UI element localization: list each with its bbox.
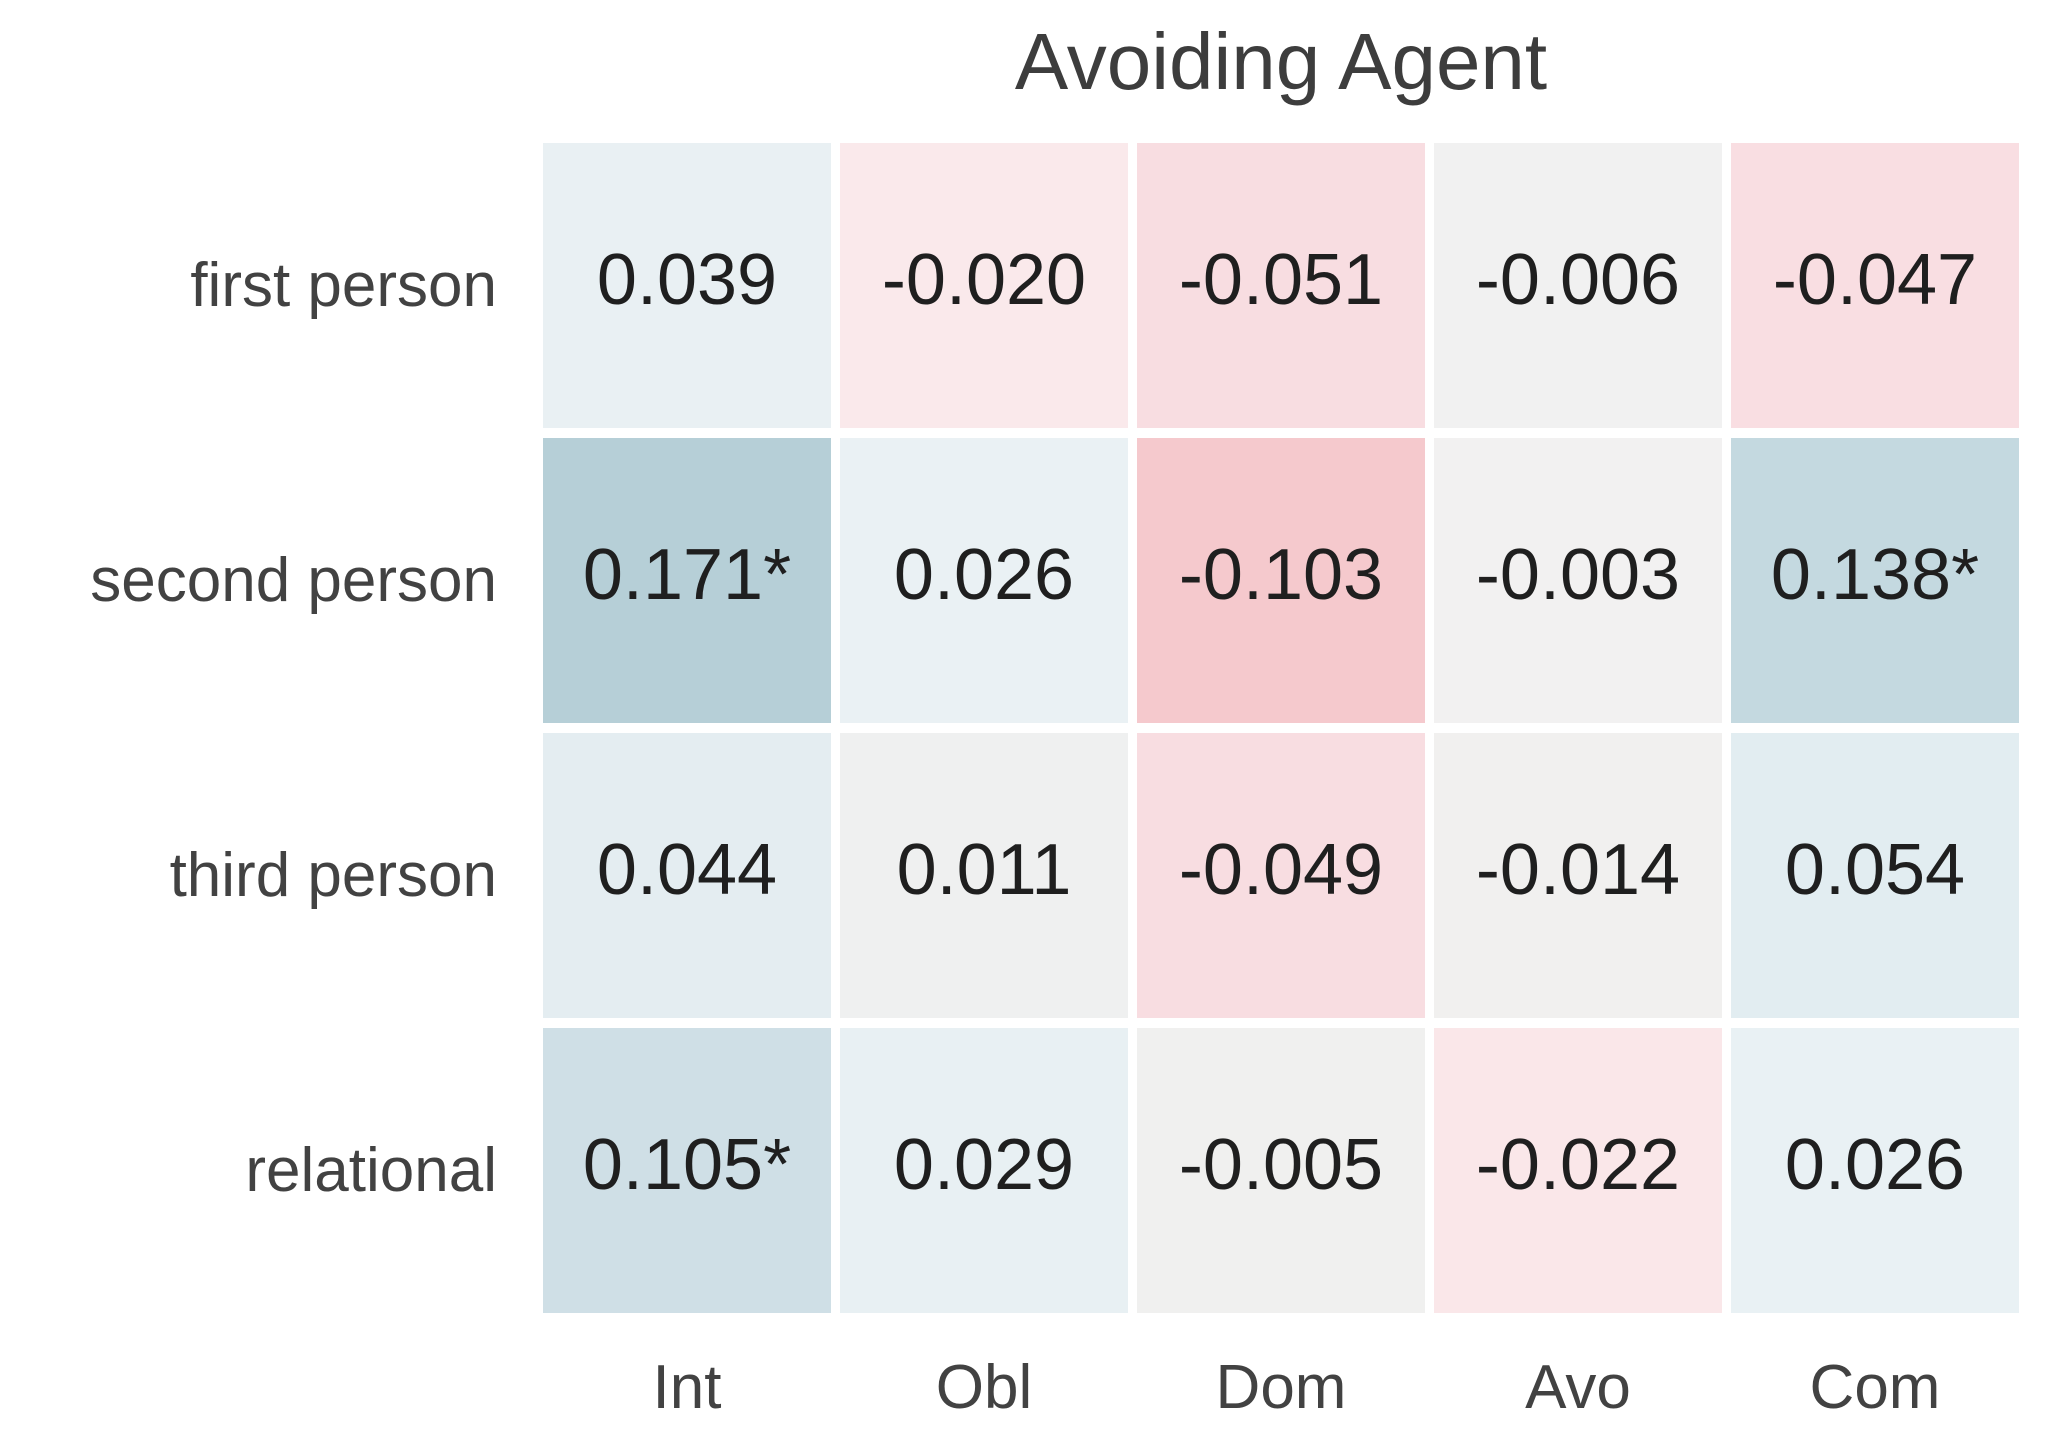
cell-first-person-com: -0.047: [1731, 143, 2019, 428]
heatmap-grid: 0.039 -0.020 -0.051 -0.006 -0.047 0.171* 0.026…: [543, 143, 2019, 1313]
cell-value: -0.047: [1772, 239, 1978, 320]
column-label-com: Com: [1809, 1353, 1941, 1422]
cell-relational-dom: -0.005: [1137, 1028, 1425, 1313]
cell-value: 0.105*: [582, 1124, 792, 1205]
cell-relational-int: 0.105*: [543, 1028, 831, 1313]
cell-value: -0.103: [1178, 534, 1384, 615]
cell-third-person-com: 0.054: [1731, 733, 2019, 1018]
cell-value: -0.006: [1475, 239, 1681, 320]
cell-value: 0.039: [596, 239, 778, 320]
cell-second-person-avo: -0.003: [1434, 438, 1722, 723]
column-label-obl: Obl: [935, 1353, 1033, 1422]
cell-third-person-avo: -0.014: [1434, 733, 1722, 1018]
column-label-avo: Avo: [1525, 1353, 1631, 1422]
cell-relational-com: 0.026: [1731, 1028, 2019, 1313]
cell-third-person-dom: -0.049: [1137, 733, 1425, 1018]
cell-second-person-dom: -0.103: [1137, 438, 1425, 723]
cell-relational-obl: 0.029: [840, 1028, 1128, 1313]
cell-value: 0.171*: [582, 534, 792, 615]
row-label-second-person: second person: [90, 546, 497, 615]
row-label-third-person: third person: [169, 841, 497, 910]
cell-value: 0.026: [893, 534, 1075, 615]
cell-first-person-dom: -0.051: [1137, 143, 1425, 428]
cell-value: -0.003: [1475, 534, 1681, 615]
cell-value: -0.051: [1178, 239, 1384, 320]
column-label-int: Int: [652, 1353, 722, 1422]
cell-value: -0.014: [1475, 829, 1681, 910]
cell-third-person-obl: 0.011: [840, 733, 1128, 1018]
cell-value: 0.044: [596, 829, 778, 910]
cell-first-person-int: 0.039: [543, 143, 831, 428]
cell-value: 0.138*: [1770, 534, 1980, 615]
chart-title: Avoiding Agent: [1014, 17, 1548, 106]
cell-value: 0.011: [896, 829, 1072, 910]
cell-relational-avo: -0.022: [1434, 1028, 1722, 1313]
cell-value: -0.005: [1178, 1124, 1384, 1205]
cell-second-person-obl: 0.026: [840, 438, 1128, 723]
cell-first-person-avo: -0.006: [1434, 143, 1722, 428]
row-label-relational: relational: [245, 1136, 497, 1205]
cell-value: -0.020: [881, 239, 1087, 320]
row-label-first-person: first person: [190, 251, 497, 320]
column-label-dom: Dom: [1215, 1353, 1347, 1422]
cell-value: 0.029: [893, 1124, 1075, 1205]
cell-second-person-int: 0.171*: [543, 438, 831, 723]
cell-value: -0.049: [1178, 829, 1384, 910]
cell-second-person-com: 0.138*: [1731, 438, 2019, 723]
cell-value: -0.022: [1475, 1124, 1681, 1205]
cell-value: 0.026: [1784, 1124, 1966, 1205]
cell-value: 0.054: [1784, 829, 1966, 910]
cell-third-person-int: 0.044: [543, 733, 831, 1018]
cell-first-person-obl: -0.020: [840, 143, 1128, 428]
